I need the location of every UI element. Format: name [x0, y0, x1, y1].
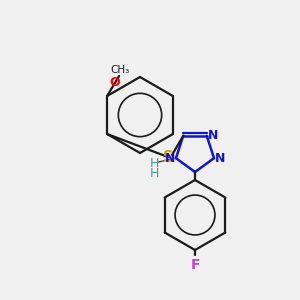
Text: S: S	[163, 149, 173, 164]
Text: N: N	[215, 152, 225, 165]
Text: O: O	[110, 76, 120, 89]
Text: H: H	[149, 157, 159, 170]
Text: N: N	[165, 152, 175, 165]
Text: F: F	[190, 258, 200, 272]
Text: H: H	[149, 167, 159, 180]
Text: N: N	[208, 129, 218, 142]
Text: CH₃: CH₃	[110, 65, 129, 75]
